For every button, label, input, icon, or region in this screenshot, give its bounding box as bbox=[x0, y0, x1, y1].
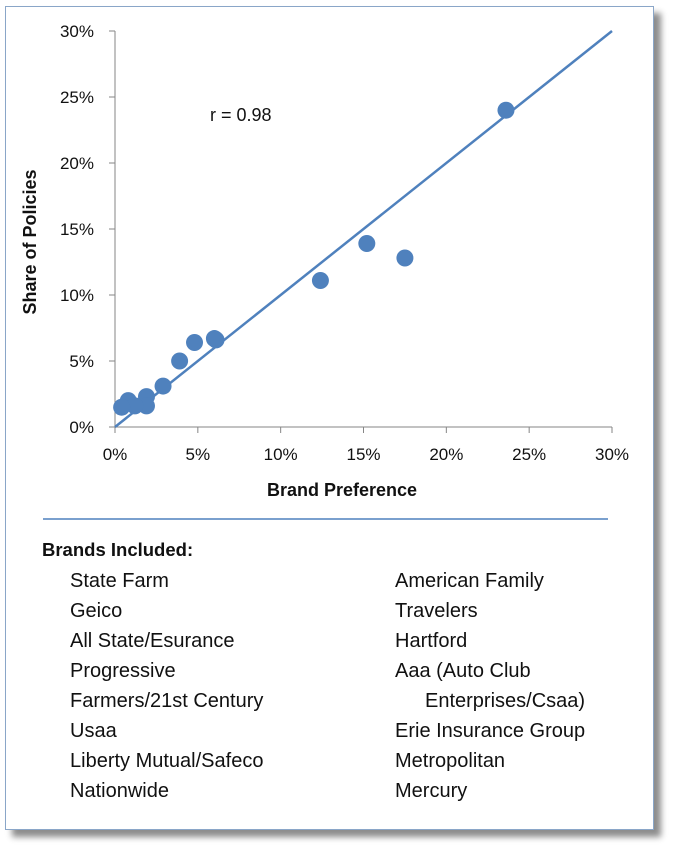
brands-column-1: State Farm Geico All State/Esurance Prog… bbox=[70, 566, 263, 806]
data-point bbox=[396, 249, 414, 267]
brand-item: Travelers bbox=[395, 600, 478, 622]
brand-item: Usaa bbox=[70, 720, 117, 742]
x-ticks: 0% 5% 10% 15% 20% 25% 30% bbox=[103, 427, 629, 464]
x-tick-label: 10% bbox=[264, 445, 298, 464]
brand-item: Geico bbox=[70, 600, 123, 622]
data-point bbox=[311, 271, 329, 289]
y-tick-label: 0% bbox=[69, 418, 94, 437]
figure-frame bbox=[5, 6, 654, 830]
brands-column-2: American Family Travelers Hartford Aaa (… bbox=[395, 566, 585, 806]
data-point bbox=[358, 235, 376, 253]
x-tick-label: 5% bbox=[186, 445, 211, 464]
y-tick-label: 15% bbox=[60, 220, 94, 239]
brand-item: Aaa (Auto Club bbox=[395, 660, 531, 682]
x-axis-title: Brand Preference bbox=[267, 480, 417, 500]
y-tick-label: 25% bbox=[60, 88, 94, 107]
brand-item: State Farm bbox=[70, 570, 169, 592]
fit-line bbox=[114, 30, 613, 428]
brand-item: Liberty Mutual/Safeco bbox=[70, 750, 264, 772]
brand-item: American Family bbox=[395, 570, 544, 592]
data-points bbox=[113, 101, 515, 416]
y-tick-label: 5% bbox=[69, 352, 94, 371]
brands-title: Brands Included: bbox=[42, 539, 194, 560]
brand-item: Progressive bbox=[70, 660, 176, 682]
data-point bbox=[497, 101, 515, 119]
correlation-annotation: r = 0.98 bbox=[210, 105, 272, 125]
x-tick-label: 0% bbox=[103, 445, 128, 464]
brand-item: Mercury bbox=[395, 780, 468, 802]
data-point bbox=[171, 352, 189, 370]
data-point bbox=[113, 398, 131, 416]
brand-item: All State/Esurance bbox=[70, 630, 235, 652]
brand-item: Enterprises/Csaa) bbox=[425, 690, 586, 712]
brand-item: Hartford bbox=[395, 630, 468, 652]
brand-item: Erie Insurance Group bbox=[395, 720, 586, 742]
data-point bbox=[154, 377, 172, 395]
brand-item: Farmers/21st Century bbox=[70, 690, 264, 712]
y-axis-title: Share of Policies bbox=[20, 169, 40, 314]
y-ticks: 0% 5% 10% 15% 20% 25% 30% bbox=[60, 22, 115, 437]
x-tick-label: 20% bbox=[429, 445, 463, 464]
brand-item: Metropolitan bbox=[395, 750, 506, 772]
y-tick-label: 30% bbox=[60, 22, 94, 41]
data-point bbox=[205, 330, 223, 348]
y-tick-label: 10% bbox=[60, 286, 94, 305]
x-tick-label: 25% bbox=[512, 445, 546, 464]
x-tick-label: 30% bbox=[595, 445, 629, 464]
brand-item: Nationwide bbox=[70, 780, 169, 802]
y-tick-label: 20% bbox=[60, 154, 94, 173]
data-point bbox=[186, 334, 204, 352]
x-tick-label: 15% bbox=[346, 445, 380, 464]
data-point bbox=[126, 397, 144, 415]
